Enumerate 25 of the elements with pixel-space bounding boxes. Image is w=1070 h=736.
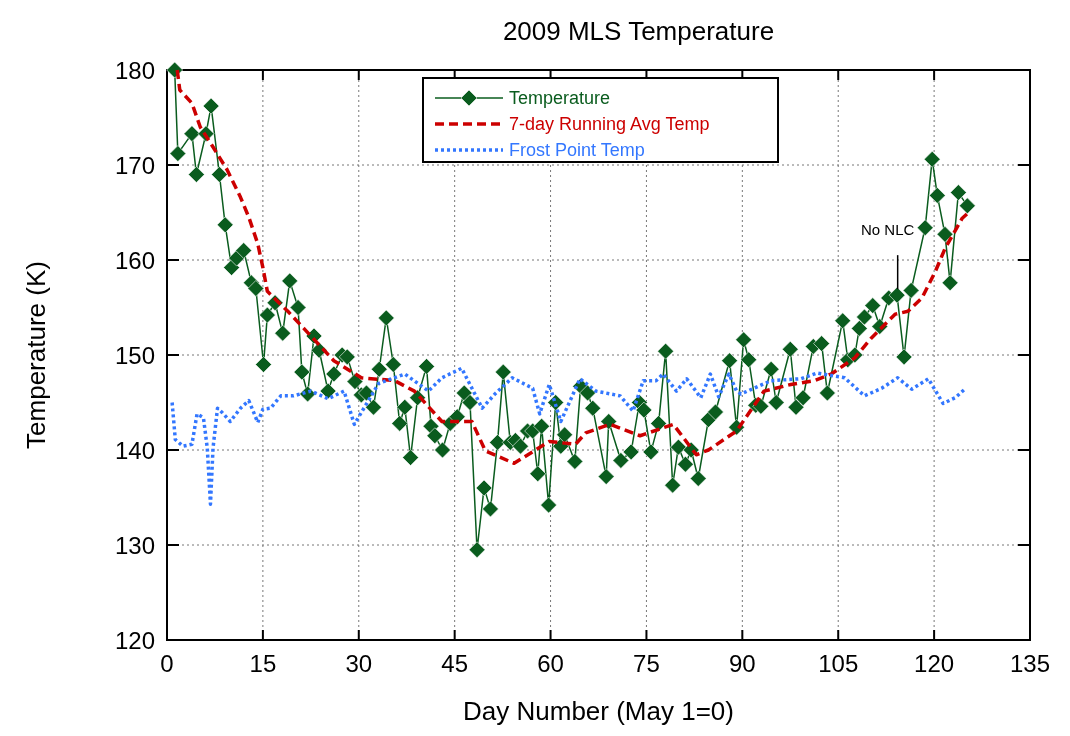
x-tick-label: 30	[345, 650, 373, 677]
legend-label: Temperature	[509, 88, 611, 108]
x-tick-label: 105	[818, 650, 859, 677]
x-tick-label: 0	[160, 650, 174, 677]
x-tick-label: 60	[537, 650, 564, 677]
legend-label: Frost Point Temp	[509, 140, 645, 160]
x-tick-label: 90	[728, 650, 756, 677]
y-tick-label: 160	[114, 247, 155, 274]
x-axis-title: Day Number (May 1=0)	[463, 696, 734, 726]
legend-label: 7-day Running Avg Temp	[509, 114, 710, 134]
x-tick-label: 120	[914, 650, 955, 677]
annotation: No NLC	[860, 221, 915, 239]
y-tick-label: 150	[114, 342, 155, 369]
x-tick-label: 75	[633, 650, 660, 677]
x-tick-label: 15	[249, 650, 277, 677]
y-tick-label: 170	[114, 152, 155, 179]
chart-title: 2009 MLS Temperature	[502, 16, 775, 46]
y-axis-title: Temperature (K)	[21, 261, 51, 449]
y-tick-label: 140	[114, 437, 155, 464]
x-tick-label: 45	[441, 650, 469, 677]
line-series	[170, 366, 967, 506]
y-tick-label: 130	[114, 532, 155, 559]
y-tick-label: 120	[114, 627, 155, 654]
y-tick-label: 180	[114, 57, 155, 84]
x-tick-label: 135	[1009, 650, 1051, 677]
